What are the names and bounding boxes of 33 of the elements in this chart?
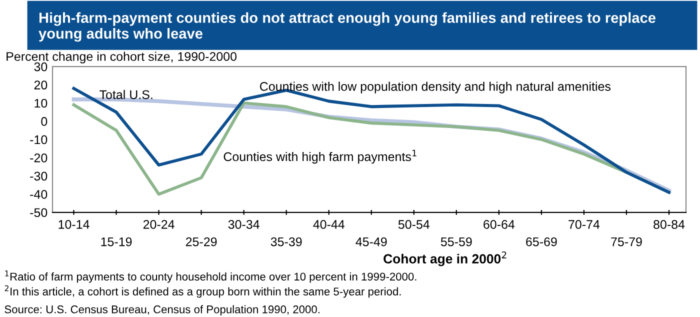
x-tick-label: 25-29 <box>186 237 217 246</box>
x-tick-label: 70-74 <box>568 220 600 229</box>
y-tick-label: 20 <box>34 80 48 90</box>
x-tick-label: 20-24 <box>143 220 174 229</box>
x-tick-label: 65-69 <box>526 237 557 246</box>
x-tick-label: 50-54 <box>398 220 430 229</box>
source-note: Source: U.S. Census Bureau, Census of Population 1990, 2000. <box>4 305 320 316</box>
y-tick-label: 30 <box>34 62 48 72</box>
series-label: Counties with low population density and high natural amenities <box>260 82 611 94</box>
y-axis-title: Percent change in cohort size, 1990-2000 <box>6 52 237 64</box>
y-tick-label: -10 <box>30 135 48 144</box>
x-tick-label: 30-34 <box>228 220 260 229</box>
x-tick-label: 15-19 <box>101 237 132 246</box>
y-tick-label: -50 <box>30 208 48 218</box>
x-tick-label: 75-79 <box>611 237 642 246</box>
text: $^{1}$Ratio of farm payments to county household income over 10 percent in 1999-2000. <box>5 270 416 283</box>
chart-title: High-farm-payment counties do not attract enough young families and retirees to replace young adults who leave <box>38 12 656 42</box>
x-axis-title: Cohort age in 2000$^{2}$ <box>384 251 506 266</box>
x-tick-label: 40-44 <box>313 220 344 229</box>
y-tick-label: 0 <box>41 117 48 126</box>
x-tick-label: 80-84 <box>654 220 685 229</box>
series-label: Counties with high farm payments$^{1}$ <box>224 150 416 164</box>
x-tick-label: 10-14 <box>58 220 90 229</box>
x-tick-label: 55-59 <box>440 237 472 246</box>
y-tick-label: 10 <box>34 98 48 108</box>
y-tick-label: -20 <box>30 154 48 162</box>
x-tick-label: 45-49 <box>356 237 387 246</box>
text: $^{2}$In this article, a cohort is defined as a group born within the same 5-year period. <box>4 285 401 298</box>
x-tick-label: 60-64 <box>484 220 515 229</box>
y-tick-label: -40 <box>30 190 48 199</box>
y-tick-label: -30 <box>30 172 48 181</box>
x-tick-label: 35-39 <box>270 237 302 246</box>
series-label: Total U.S. <box>100 90 152 100</box>
